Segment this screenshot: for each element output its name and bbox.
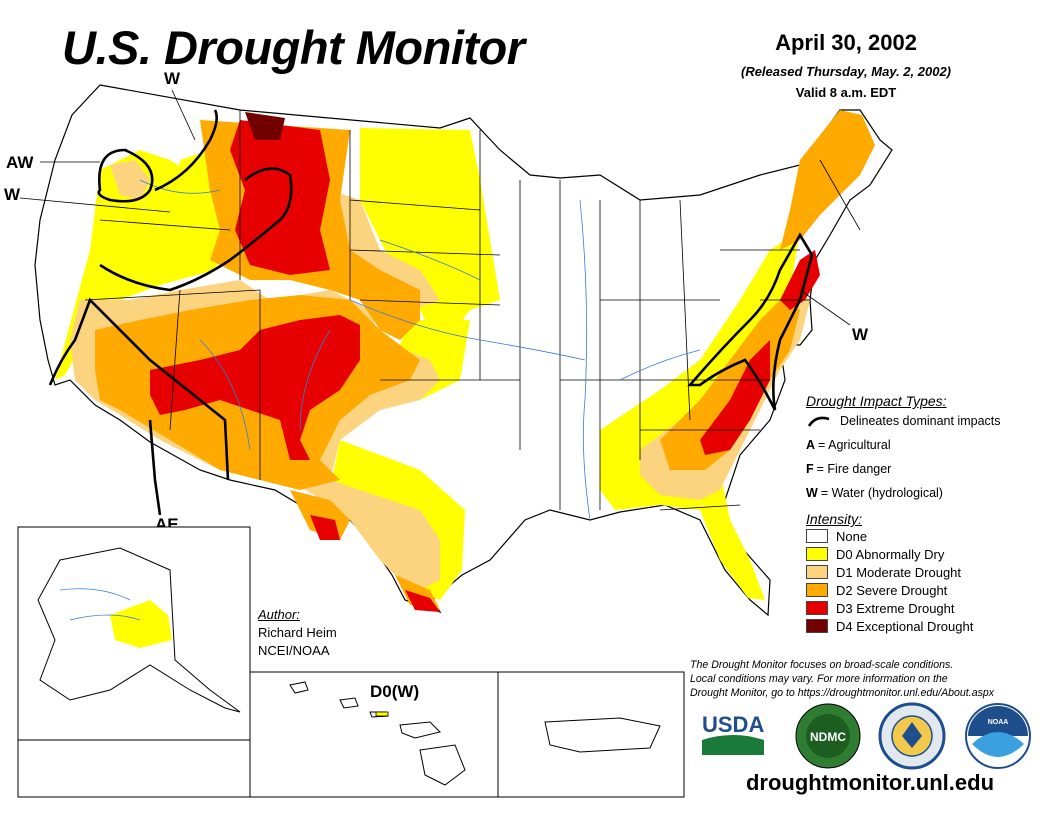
intensity-label: D0 Abnormally Dry — [836, 546, 945, 562]
intensity-row: D2 Severe Drought — [806, 581, 1046, 599]
intensity-label: D4 Exceptional Drought — [836, 618, 974, 634]
ndmc-logo: NDMC — [795, 703, 861, 769]
svg-text:NDMC: NDMC — [810, 730, 846, 744]
author-block: Author: Richard Heim NCEI/NOAA — [258, 606, 337, 660]
color-swatch — [806, 583, 828, 597]
impact-agricultural: A = Agricultural — [806, 438, 891, 452]
d4-area — [245, 112, 285, 140]
color-swatch — [806, 619, 828, 633]
rivers — [139, 179, 701, 521]
release-date: (Released Thursday, May. 2, 2002) — [740, 64, 952, 79]
color-swatch — [806, 529, 828, 543]
color-swatch — [806, 601, 828, 615]
hawaii-impact-label: D0(W) — [370, 682, 420, 701]
partner-logos: USDA NDMC NOAA — [702, 702, 1031, 770]
intensity-label: D2 Severe Drought — [836, 582, 948, 598]
map-title: U.S. Drought Monitor — [62, 21, 525, 74]
disclaimer-note: The Drought Monitor focuses on broad-sca… — [690, 658, 1050, 700]
author-heading: Author: — [258, 607, 300, 622]
intensity-label: None — [836, 528, 868, 544]
impact-label: W — [852, 325, 869, 344]
intensity-row: D3 Extreme Drought — [806, 599, 1046, 617]
impact-label: W — [164, 69, 181, 88]
intensity-row: D4 Exceptional Drought — [806, 617, 1046, 635]
impact-fire: F = Fire danger — [806, 462, 892, 476]
impact-label: W — [4, 185, 21, 204]
intensity-row: D0 Abnormally Dry — [806, 545, 1046, 563]
author-org: NCEI/NOAA — [258, 643, 330, 658]
color-swatch — [806, 565, 828, 579]
svg-text:NOAA: NOAA — [988, 719, 1009, 726]
state-lines — [84, 110, 861, 511]
intensity-row: D1 Moderate Drought — [806, 563, 1046, 581]
impact-label: AW — [6, 153, 34, 172]
svg-text:USDA: USDA — [702, 712, 764, 737]
intensity-label: D1 Moderate Drought — [836, 564, 962, 580]
intensity-heading: Intensity: — [806, 511, 863, 527]
intensity-label: D3 Extreme Drought — [836, 600, 955, 616]
impact-pointers — [19, 89, 851, 326]
impact-line-key: Delineates dominant impacts — [806, 409, 1046, 433]
date-block: April 30, 2002 (Released Thursday, May. … — [700, 30, 992, 100]
alaska-d0 — [110, 600, 172, 648]
legend: Drought Impact Types: Delineates dominan… — [806, 393, 1046, 635]
about-link[interactable]: Drought Monitor, go to https://droughtmo… — [690, 687, 995, 699]
impact-types-heading: Drought Impact Types: — [806, 393, 947, 409]
color-swatch — [806, 547, 828, 561]
intensity-legend: None D0 Abnormally Dry D1 Moderate Drought… — [806, 527, 1046, 635]
usda-logo: USDA — [702, 712, 764, 755]
puerto-rico-outline — [544, 717, 661, 753]
valid-time: Valid 8 a.m. EDT — [795, 85, 897, 100]
impact-line-icon — [807, 416, 830, 427]
noaa-logo: NOAA — [965, 703, 1031, 769]
intensity-row: None — [806, 527, 1046, 545]
impact-line-text: Delineates dominant impacts — [840, 414, 1001, 428]
map-date: April 30, 2002 — [775, 30, 917, 55]
commerce-seal — [878, 702, 946, 770]
impact-water: W = Water (hydrological) — [806, 486, 943, 500]
hawaii-islands — [289, 681, 466, 786]
impact-lines — [48, 109, 814, 516]
website-link[interactable]: droughtmonitor.unl.edu — [745, 770, 995, 795]
author-name: Richard Heim — [258, 625, 337, 640]
